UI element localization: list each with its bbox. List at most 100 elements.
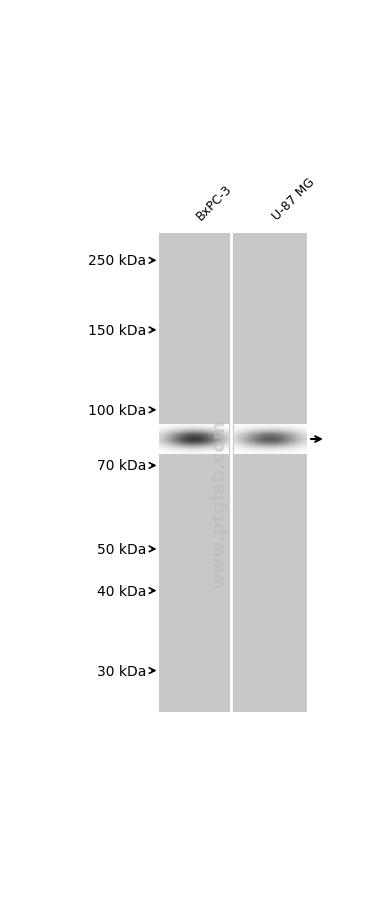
Bar (214, 448, 215, 449)
Bar (244, 452, 245, 453)
Bar (162, 446, 163, 447)
Bar (201, 435, 202, 436)
Bar (276, 442, 277, 443)
Bar (303, 451, 304, 452)
Bar (290, 443, 291, 444)
Bar (274, 431, 275, 432)
Bar (201, 441, 202, 442)
Bar (254, 434, 255, 435)
Bar (305, 443, 306, 444)
Bar (185, 444, 186, 445)
Bar (186, 433, 187, 434)
Bar (280, 438, 281, 439)
Bar (219, 441, 220, 442)
Bar (275, 432, 276, 433)
Bar (264, 437, 265, 438)
Bar (287, 451, 288, 452)
Bar (282, 428, 283, 429)
Bar (228, 450, 229, 451)
Bar (211, 443, 212, 444)
Bar (271, 449, 272, 450)
Bar (228, 445, 229, 446)
Bar (293, 429, 294, 430)
Bar (201, 446, 202, 447)
Bar (175, 441, 176, 442)
Bar (186, 438, 187, 439)
Bar (257, 444, 258, 445)
Bar (296, 436, 298, 437)
Bar (301, 439, 302, 440)
Bar (236, 453, 238, 454)
Bar (210, 435, 211, 436)
Bar (210, 429, 211, 430)
Bar (271, 433, 272, 434)
Bar (277, 438, 278, 439)
Bar (201, 447, 202, 448)
Bar (219, 429, 220, 430)
Bar (243, 449, 244, 450)
Bar (207, 430, 209, 431)
Bar (245, 427, 247, 428)
Bar (182, 442, 183, 443)
Bar (245, 426, 247, 427)
Bar (288, 449, 289, 450)
Bar (304, 440, 305, 441)
Bar (169, 425, 170, 426)
Bar (306, 445, 307, 446)
Bar (165, 451, 166, 452)
Bar (198, 442, 199, 443)
Bar (228, 430, 229, 431)
Bar (274, 437, 275, 438)
Bar (203, 441, 204, 442)
Bar (286, 428, 287, 429)
Bar (207, 440, 209, 441)
Bar (201, 430, 202, 431)
Bar (169, 438, 170, 439)
Bar (286, 451, 287, 452)
Bar (256, 435, 257, 436)
Bar (161, 435, 162, 436)
Bar (220, 433, 221, 434)
Bar (227, 442, 228, 443)
Bar (201, 427, 202, 428)
Bar (201, 425, 202, 426)
Bar (184, 428, 185, 429)
Bar (255, 444, 256, 445)
Bar (177, 440, 178, 441)
Bar (234, 433, 236, 434)
Bar (189, 450, 190, 451)
Bar (175, 446, 176, 447)
Bar (261, 428, 262, 429)
Bar (165, 441, 166, 442)
Bar (253, 432, 254, 433)
Bar (239, 450, 240, 451)
Bar (252, 425, 253, 426)
Bar (281, 445, 282, 446)
Bar (291, 441, 292, 442)
Bar (277, 439, 278, 440)
Bar (257, 447, 258, 448)
Bar (264, 443, 265, 444)
Bar (179, 441, 180, 442)
Bar (173, 427, 174, 428)
Bar (181, 441, 182, 442)
Bar (171, 426, 172, 427)
Bar (271, 450, 272, 451)
Bar (210, 446, 211, 447)
Bar (204, 428, 205, 429)
Bar (282, 442, 283, 443)
Bar (182, 432, 183, 433)
Bar (217, 430, 218, 431)
Bar (181, 451, 182, 452)
Bar (172, 450, 173, 451)
Bar (244, 442, 245, 443)
Bar (296, 426, 298, 427)
Bar (216, 444, 217, 445)
Bar (165, 437, 166, 438)
Bar (196, 447, 197, 448)
Bar (196, 439, 197, 440)
Bar (168, 429, 169, 430)
Bar (250, 453, 251, 454)
Bar (215, 437, 216, 438)
Bar (257, 438, 258, 439)
